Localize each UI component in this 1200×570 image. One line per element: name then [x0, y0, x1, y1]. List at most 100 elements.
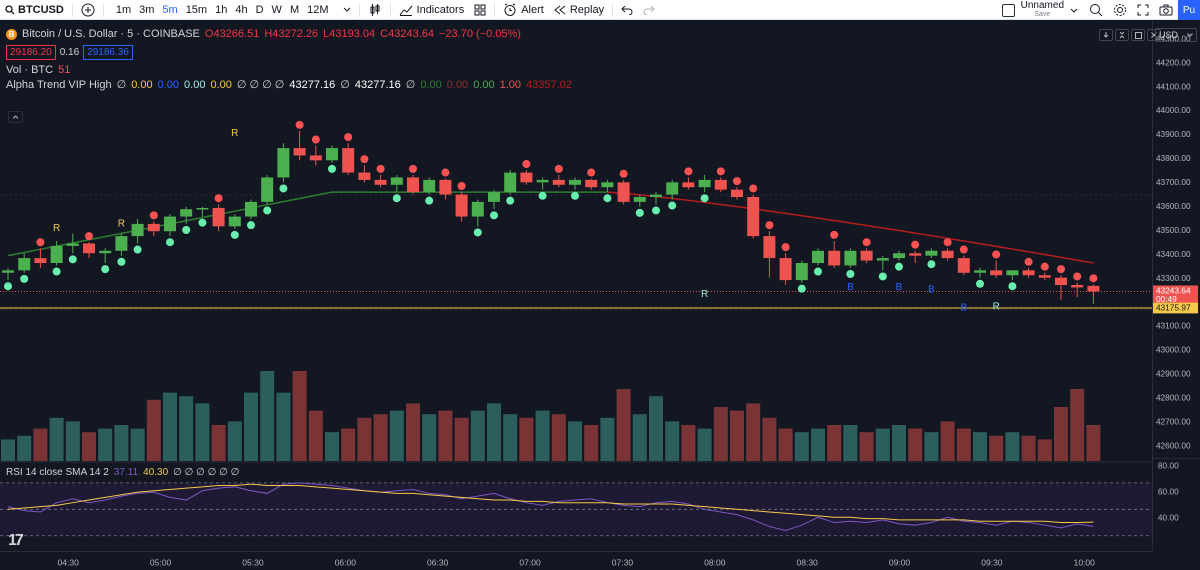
candle: [196, 206, 209, 227]
move-pane-down-button[interactable]: [1099, 29, 1113, 41]
price-axis[interactable]: 44300.00 44200.00 44100.00 44000.00 43900.00…: [1152, 21, 1200, 551]
compare-button[interactable]: [76, 0, 100, 20]
alert-button[interactable]: Alert: [498, 0, 549, 20]
fullscreen-button[interactable]: [1132, 0, 1154, 20]
support-dot: [797, 284, 806, 293]
volume-bar: [1086, 425, 1101, 461]
volume-legend-row[interactable]: Vol · BTC 51: [6, 63, 572, 78]
support-dot: [1008, 282, 1017, 291]
alpha-trend-value: ∅: [405, 79, 416, 91]
rsi-legend[interactable]: RSI 14 close SMA 14 2 37.11 40.30 ∅ ∅ ∅ …: [6, 467, 239, 478]
alpha-trend-value: 0.00: [473, 79, 495, 91]
support-dot: [279, 184, 288, 193]
candle-body: [83, 243, 95, 254]
resistance-dot: [360, 155, 369, 164]
chart-type-button[interactable]: [363, 0, 387, 20]
replay-label: Replay: [569, 3, 605, 16]
snapshot-button[interactable]: [1154, 0, 1178, 20]
resistance-dot: [587, 168, 596, 177]
candle-body: [601, 182, 614, 188]
redo-button[interactable]: [638, 0, 660, 20]
alpha-trend-value: 0.00: [210, 79, 232, 91]
candle-body: [828, 250, 841, 266]
volume-bar: [875, 428, 890, 461]
alpha-trend-value: 1.00: [499, 79, 522, 91]
resistance-dot: [441, 168, 450, 177]
candle-body: [941, 250, 954, 259]
price-tick-label: 43300.00: [1156, 273, 1191, 283]
price-chart[interactable]: R R R R B B B B R: [0, 21, 1152, 551]
support-dot: [490, 211, 498, 220]
chevron-up-icon: [12, 115, 19, 119]
volume-bar: [713, 407, 728, 461]
settings-button[interactable]: [1108, 0, 1132, 20]
timeframe-1h[interactable]: 1h: [215, 3, 228, 16]
tradingview-logo[interactable]: 17: [8, 532, 24, 549]
symbol-search[interactable]: BTCUSD: [0, 0, 69, 20]
timeframe-5m[interactable]: 5m: [162, 3, 178, 16]
buy-price-button[interactable]: 29186.36: [83, 45, 133, 60]
undo-button[interactable]: [616, 0, 638, 20]
bar-countdown-label: 00:49: [1156, 294, 1177, 304]
volume-bar: [33, 428, 48, 461]
replay-button[interactable]: Replay: [549, 0, 609, 20]
resistance-dot: [749, 184, 758, 193]
support-dot: [976, 279, 984, 288]
camera-icon: [1159, 4, 1173, 16]
candle-body: [99, 250, 112, 254]
candle-body: [390, 177, 403, 185]
timeframe-3m[interactable]: 3m: [139, 3, 155, 16]
volume-bar: [908, 428, 923, 461]
resistance-dot: [911, 240, 920, 249]
candle-body: [779, 258, 792, 281]
resistance-dot: [149, 211, 158, 220]
maximize-pane-button[interactable]: [1131, 29, 1145, 41]
candle: [212, 194, 225, 232]
indicators-button[interactable]: Indicators: [394, 0, 470, 20]
volume-bar: [292, 371, 307, 461]
candle: [714, 167, 727, 193]
timeframe-12m[interactable]: 12M: [307, 3, 329, 16]
support-dot: [668, 201, 677, 210]
collapse-pane-button[interactable]: [1115, 29, 1129, 41]
time-axis[interactable]: 04:30 05:00 05:30 06:00 06:30 07:00 07:30 08:00…: [0, 551, 1152, 570]
templates-button[interactable]: [469, 0, 491, 20]
candle: [925, 248, 938, 269]
layout-checkbox[interactable]: [1001, 3, 1015, 17]
timeframe-1m[interactable]: 1m: [115, 3, 132, 16]
currency-selector[interactable]: USD: [1155, 28, 1197, 42]
timeframe-4h[interactable]: 4h: [235, 3, 248, 16]
candle: [309, 135, 322, 166]
timeframe-15m[interactable]: 15m: [185, 3, 208, 16]
support-dot: [133, 245, 142, 254]
price-tick-label: 43900.00: [1156, 129, 1191, 139]
collapse-legend-button[interactable]: [8, 111, 23, 123]
candle: [293, 120, 306, 161]
time-tick-label: 04:30: [58, 557, 80, 567]
candle: [147, 211, 160, 237]
resistance-dot: [1040, 262, 1049, 271]
candle-body: [374, 179, 387, 185]
sell-price-button[interactable]: 29186.20: [6, 45, 56, 60]
alpha-trend-value: 0.00: [131, 79, 153, 91]
candle-body: [277, 148, 290, 178]
quick-search-button[interactable]: [1084, 0, 1108, 20]
volume-value: 51: [58, 64, 71, 76]
symbol-legend-row[interactable]: B Bitcoin / U.S. Dollar · 5 · COINBASE O…: [6, 27, 572, 42]
support-dot: [68, 255, 77, 264]
chart-legend: B Bitcoin / U.S. Dollar · 5 · COINBASE O…: [6, 27, 572, 93]
timeframe-m[interactable]: M: [289, 3, 300, 16]
legend-open: O43266.51: [204, 28, 260, 40]
alpha-trend-legend-row[interactable]: Alpha Trend VIP High ∅ 0.00 0.00 0.00 0.00 ∅ …: [6, 78, 572, 93]
timeframe-w[interactable]: W: [271, 3, 282, 16]
signal-label: B: [960, 303, 967, 314]
timeframe-dropdown[interactable]: [338, 0, 356, 20]
volume-bar: [940, 421, 955, 461]
layout-menu[interactable]: Unnamed Save: [996, 1, 1084, 19]
publish-button[interactable]: Pu: [1178, 0, 1200, 20]
candle: [131, 219, 144, 254]
volume-bar: [1, 439, 15, 461]
candle: [1087, 274, 1100, 304]
candle: [666, 179, 679, 210]
timeframe-d[interactable]: D: [255, 3, 264, 16]
